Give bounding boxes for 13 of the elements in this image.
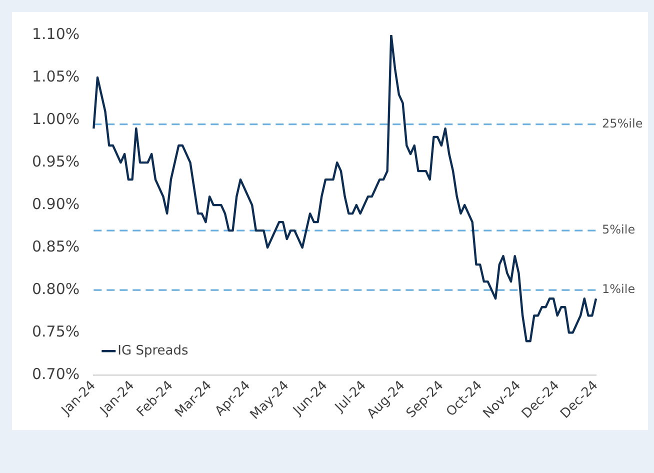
y-tick-label: 0.90% (32, 194, 80, 213)
y-tick-label: 1.00% (32, 110, 80, 128)
y-tick-label: 0.95% (32, 152, 80, 170)
ref-line-label: 5%ile (602, 222, 636, 237)
y-tick-label: 0.80% (32, 280, 80, 298)
y-tick-label: 0.85% (32, 237, 80, 256)
y-tick-label: 0.70% (32, 365, 80, 384)
y-tick-label: 0.75% (32, 322, 80, 340)
ref-line-label: 25%ile (602, 116, 643, 130)
ref-line-label: 1%ile (602, 282, 636, 296)
y-tick-label: 1.10% (32, 24, 80, 43)
y-tick-label: 1.05% (32, 67, 80, 86)
legend-label: IG Spreads (118, 343, 188, 358)
